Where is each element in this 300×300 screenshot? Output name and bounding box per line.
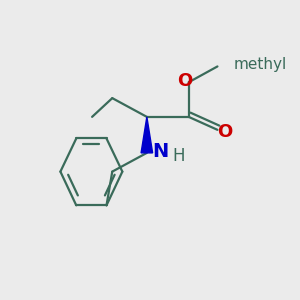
Text: H: H [172,147,185,165]
Text: N: N [153,142,169,161]
Text: O: O [217,123,232,141]
Polygon shape [141,117,153,153]
Text: O: O [177,72,192,90]
Text: methyl: methyl [233,58,286,73]
